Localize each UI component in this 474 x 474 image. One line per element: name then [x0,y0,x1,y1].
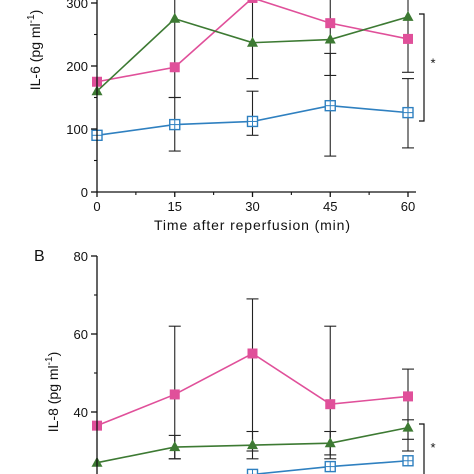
panel-b-axes: 40 60 80 * [74,249,436,474]
panel-b-plot-area [91,298,414,474]
panel-a-x-tick-label: 0 [93,199,100,214]
panel-a-point-square [403,33,413,44]
panel-b-point-square [403,391,413,402]
panel-b-point-square [247,348,258,359]
panel-a-point-square [325,18,336,29]
panel-a-y-tick-label: 200 [66,59,88,74]
panel-a-point-triangle [169,12,181,23]
panel-b-label: B [34,248,45,265]
panel-a-significance-bracket [419,13,425,122]
panel-b-il8: B 40 60 80 * IL-8 (pg ml-1) [34,248,436,474]
panel-a-y-tick-label: 100 [66,122,88,137]
panel-a-x-tick-label: 45 [323,199,337,214]
panel-b-series-line-open-square [248,459,409,474]
panel-b-point-triangle [402,421,414,432]
panel-b-point-square [169,389,180,400]
panel-a-point-triangle [247,36,258,47]
panel-b-y-tick-label: 40 [74,405,88,420]
panel-a-significance-star: * [430,56,435,71]
panel-a-x-axis-label: Time after reperfusion (min) [154,217,350,233]
panel-b-point-square [325,399,336,410]
panel-a-point-triangle [402,10,414,21]
panel-a-point-square [169,62,180,73]
panel-b-significance-bracket [419,423,425,474]
panel-b-point-triangle [247,439,258,450]
panel-a-y-axis-label: IL-6 (pg ml-1) [26,10,43,91]
panel-b-y-axis-label: IL-8 (pg ml-1) [44,352,61,433]
panel-a-axes: 0 100 200 300 0 15 30 45 60 * [66,0,436,214]
panel-a-x-tick-label: 30 [245,199,259,214]
panel-b-significance-star: * [430,440,435,455]
panel-a-series-line-square [96,0,409,83]
panel-a-y-tick-label: 0 [81,185,88,200]
panel-b-point-triangle [169,441,181,452]
panel-a-x-tick-label: 60 [401,199,415,214]
panel-b-point-triangle [324,437,336,448]
panel-a-plot-area [91,0,414,157]
panel-a-point-square [247,0,258,3]
panel-b-y-tick-label: 80 [74,249,88,264]
panel-b-y-tick-label: 60 [74,327,88,342]
panel-a-y-tick-label: 300 [66,0,88,11]
panel-a-point-triangle [324,33,336,44]
panel-a-x-tick-label: 15 [168,199,182,214]
panel-a-il6: 0 100 200 300 0 15 30 45 60 * Time after reperfus… [26,0,436,233]
